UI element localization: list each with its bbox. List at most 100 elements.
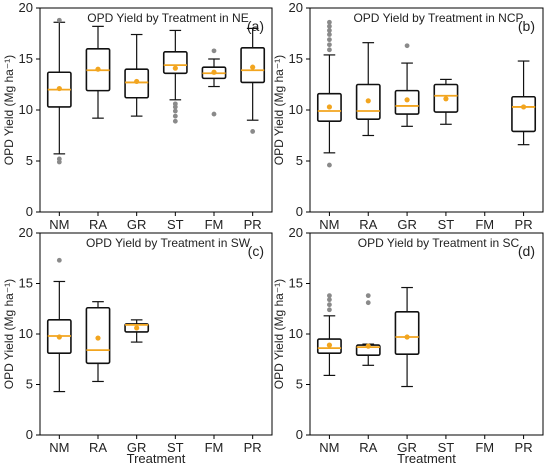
- y-tick-label: 5: [26, 377, 33, 392]
- y-tick-label: 0: [296, 427, 303, 442]
- x-tick-label: GR: [397, 217, 417, 232]
- x-axis-label: Treatment: [397, 451, 456, 465]
- panel-title: OPD Yield by Treatment in NCP: [353, 11, 523, 25]
- box-ra: [355, 293, 381, 366]
- mean-marker: [56, 334, 62, 340]
- mean-marker: [211, 69, 217, 75]
- outlier-point: [327, 19, 332, 25]
- box-iqr: [394, 89, 420, 115]
- panel-label: (a): [247, 18, 264, 34]
- mean-marker: [172, 65, 178, 71]
- box-pr: [240, 27, 266, 134]
- outlier-point: [327, 23, 332, 29]
- y-tick-label: 20: [19, 225, 33, 240]
- outlier-point: [172, 101, 178, 107]
- plot-frame: [309, 232, 544, 436]
- mean-marker: [520, 104, 527, 110]
- plot-frame: [39, 7, 273, 213]
- y-tick-label: 0: [296, 204, 303, 219]
- y-tick-label: 0: [26, 204, 33, 219]
- x-tick-label: NM: [49, 440, 69, 455]
- box-iqr: [511, 95, 537, 133]
- box-ra: [85, 25, 111, 119]
- box-st: [433, 78, 459, 125]
- box-nm: [316, 19, 342, 168]
- x-tick-label: PR: [244, 217, 262, 232]
- outlier-point: [327, 293, 332, 299]
- x-axis-label: Treatment: [127, 451, 186, 465]
- mean-marker: [326, 104, 333, 110]
- y-tick-label: 10: [19, 102, 33, 117]
- outlier-point: [172, 113, 178, 119]
- outlier-point: [211, 111, 217, 117]
- panel-title: OPD Yield by Treatment in NE: [87, 11, 248, 25]
- plot-frame: [39, 232, 273, 436]
- box-iqr: [355, 83, 381, 120]
- x-tick-label: NM: [319, 440, 339, 455]
- outlier-point: [56, 257, 62, 263]
- x-tick-label: PR: [515, 440, 533, 455]
- box-iqr: [162, 51, 188, 75]
- box-ra: [85, 301, 111, 383]
- x-tick-label: FM: [205, 217, 224, 232]
- x-tick-label: RA: [359, 217, 377, 232]
- mean-marker: [250, 64, 256, 70]
- box-ra: [355, 42, 381, 137]
- y-tick-label: 5: [26, 153, 33, 168]
- outlier-point: [56, 17, 62, 23]
- box-iqr: [85, 306, 111, 365]
- outlier-point: [327, 37, 332, 43]
- y-axis-label: OPD Yield (Mg ha⁻¹): [2, 55, 16, 165]
- x-tick-label: FM: [475, 217, 494, 232]
- outlier-point: [56, 156, 62, 162]
- box-gr: [394, 43, 420, 127]
- box-gr: [394, 286, 420, 388]
- y-tick-label: 15: [289, 51, 303, 66]
- box-st: [162, 29, 188, 124]
- y-tick-label: 15: [19, 276, 33, 291]
- panel-title: OPD Yield by Treatment in SW: [86, 236, 251, 250]
- y-tick-label: 0: [26, 427, 33, 442]
- outlier-point: [327, 307, 332, 313]
- y-tick-label: 10: [289, 102, 303, 117]
- box-iqr: [394, 310, 420, 355]
- outlier-point: [327, 302, 332, 308]
- x-tick-label: NM: [319, 217, 339, 232]
- y-tick-label: 5: [296, 153, 303, 168]
- box-iqr: [433, 83, 459, 113]
- box-gr: [124, 319, 150, 343]
- panel-4: 0 5 10 15 20 NM RA GR ST FM PR OPD Yield (Mg ha⁻¹) T…: [272, 225, 544, 465]
- box-iqr: [124, 68, 150, 99]
- x-tick-label: ST: [167, 440, 184, 455]
- x-tick-label: GR: [127, 217, 147, 232]
- y-tick-label: 15: [289, 276, 303, 291]
- x-tick-label: ST: [167, 217, 184, 232]
- mean-marker: [56, 85, 62, 92]
- panel-label: (c): [248, 243, 264, 259]
- x-tick-label: RA: [359, 440, 377, 455]
- plot-frame: [309, 7, 544, 213]
- box-iqr: [316, 92, 342, 123]
- box-pr: [511, 60, 537, 146]
- box-nm: [46, 17, 72, 165]
- box-iqr: [124, 323, 150, 333]
- panel-2: 0 5 10 15 20 NM RA GR ST FM PR OPD Yield (Mg ha⁻¹) O…: [272, 0, 544, 232]
- y-tick-label: 5: [296, 377, 303, 392]
- panel-label: (b): [518, 18, 535, 34]
- box-nm: [46, 257, 72, 393]
- panel-label: (d): [518, 243, 535, 259]
- x-tick-label: PR: [515, 217, 533, 232]
- box-iqr: [316, 338, 342, 354]
- x-tick-label: RA: [89, 440, 107, 455]
- panel-1: 0 5 10 15 20 NM RA GR ST FM PR OPD Yield (Mg ha⁻¹) O…: [2, 0, 273, 232]
- x-tick-label: GR: [127, 440, 147, 455]
- outlier-point: [327, 162, 332, 168]
- mean-marker: [365, 343, 371, 349]
- x-tick-label: PR: [244, 440, 262, 455]
- mean-marker: [134, 325, 140, 331]
- outlier-point: [404, 43, 410, 49]
- panel-title: OPD Yield by Treatment in SC: [358, 236, 520, 250]
- box-gr: [124, 33, 150, 117]
- x-tick-label: RA: [89, 217, 107, 232]
